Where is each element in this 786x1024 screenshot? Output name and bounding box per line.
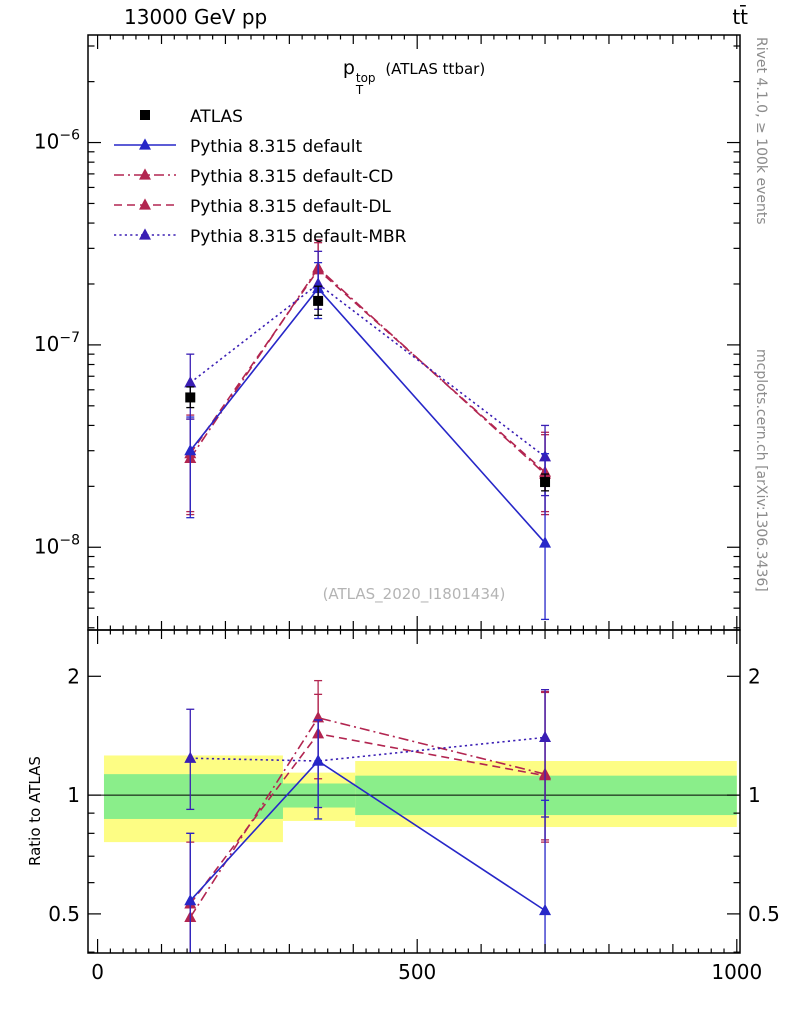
tick-label: 0.5	[748, 902, 780, 926]
tick-label: 2	[748, 664, 761, 688]
legend-marker-pythia-default-dl	[112, 194, 178, 220]
tick-label: 1000	[711, 960, 762, 984]
series-Pythia 8.315 default-CD	[184, 239, 552, 516]
series-Pythia 8.315 default-MBR	[184, 250, 552, 497]
legend-sample-graphic	[140, 110, 150, 120]
main-panel-series	[184, 239, 552, 621]
legend-item-atlas: ATLAS	[112, 102, 406, 132]
legend-item-pythia-default-dl: Pythia 8.315 default-DL	[112, 192, 406, 222]
analysis-label: (ATLAS ttbar)	[380, 60, 486, 78]
tick-label: 500	[398, 960, 436, 984]
axis-ticks	[88, 35, 740, 953]
series-Pythia 8.315 default	[184, 261, 552, 621]
legend-sample-graphic	[114, 138, 176, 150]
legend: ATLAS Pythia 8.315 default Pythia 8.315 …	[112, 102, 406, 252]
plot-title: p top T (ATLAS ttbar)	[88, 57, 740, 96]
legend-label: Pythia 8.315 default-MBR	[190, 227, 407, 247]
beam-energy-label: 13000 GeV pp	[124, 5, 268, 29]
log-tick-label: 10−7	[34, 330, 80, 356]
legend-sample-graphic	[114, 168, 176, 180]
series-ATLAS	[185, 285, 551, 492]
legend-item-pythia-default-mbr: Pythia 8.315 default-MBR	[112, 222, 406, 252]
ratio-series-Pythia 8.315 default-DL	[184, 691, 552, 953]
legend-label: ATLAS	[190, 107, 243, 127]
process-label: tt̄	[732, 5, 748, 29]
log-tick-label: 10−6	[34, 128, 80, 154]
log-tick-label: 10−8	[34, 532, 80, 558]
mcplots-attribution-note: mcplots.cern.ch [arXiv:1306.3436]	[753, 349, 769, 592]
observable-superscript: top	[355, 71, 376, 85]
legend-label: Pythia 8.315 default	[190, 137, 363, 157]
ratio-panel-series	[184, 679, 552, 953]
legend-sample-graphic	[114, 198, 176, 210]
observable-subscript: T	[355, 83, 364, 97]
legend-label: Pythia 8.315 default-DL	[190, 197, 391, 217]
legend-item-pythia-default: Pythia 8.315 default	[112, 132, 406, 162]
legend-item-pythia-default-cd: Pythia 8.315 default-CD	[112, 162, 406, 192]
axis-tick-labels: 0 500 1000 10−6 10−7 10−8 0.5 0.5 1 1 2 2	[34, 128, 780, 984]
analysis-id-watermark: (ATLAS_2020_I1801434)	[322, 585, 506, 603]
tick-label: 0.5	[48, 902, 80, 926]
legend-label: Pythia 8.315 default-CD	[190, 167, 394, 187]
ratio-series-Pythia 8.315 default	[184, 719, 552, 953]
legend-sample-graphic	[114, 228, 176, 240]
tick-label: 1	[748, 783, 761, 807]
tick-label: 0	[91, 960, 104, 984]
observable-sub-sup: top T	[356, 72, 376, 96]
legend-marker-pythia-default-cd	[112, 164, 178, 190]
legend-marker-pythia-default-mbr	[112, 224, 178, 250]
legend-marker-pythia-default	[112, 134, 178, 160]
observable-symbol: p	[342, 57, 355, 79]
legend-marker-atlas	[112, 104, 178, 130]
series-Pythia 8.315 default-DL	[184, 242, 552, 513]
ratio-panel-frame	[87, 629, 741, 954]
tick-label: 2	[67, 664, 80, 688]
tick-label: 1	[67, 783, 80, 807]
rivet-version-note: Rivet 4.1.0, ≥ 100k events	[753, 37, 769, 225]
ratio-axis-title: Ratio to ATLAS	[26, 756, 44, 866]
